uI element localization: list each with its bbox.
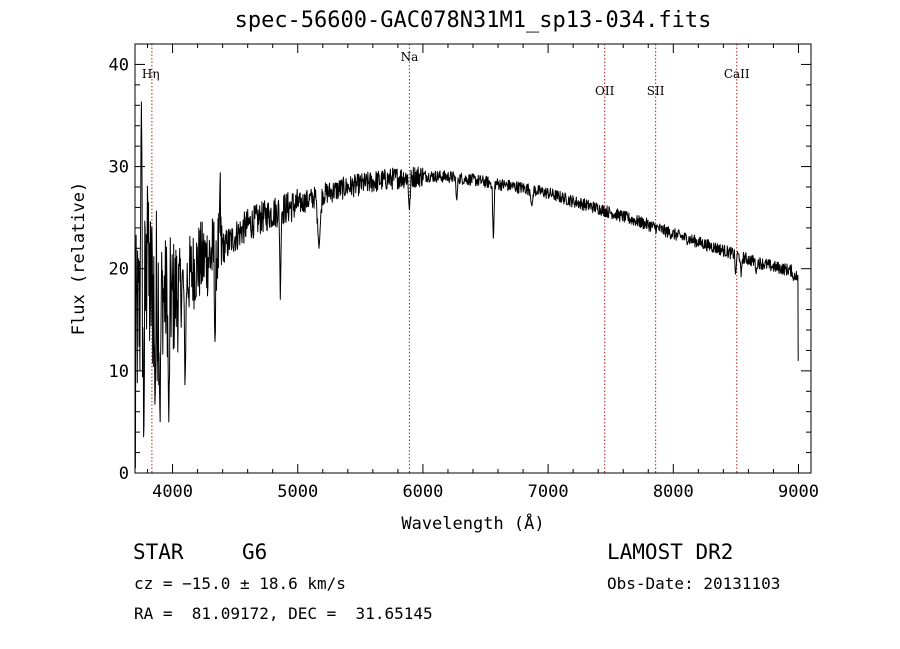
x-axis-label: Wavelength (Å) <box>401 512 544 534</box>
y-tick-label: 40 <box>109 55 129 75</box>
x-tick-label: 4000 <box>152 482 193 502</box>
x-tick-label: 8000 <box>653 482 694 502</box>
redshift-velocity: cz = −15.0 ± 18.6 km/s <box>134 574 346 593</box>
y-tick-label: 30 <box>109 158 129 178</box>
object-subclass: G6 <box>242 540 268 564</box>
observation-date: Obs-Date: 20131103 <box>607 574 781 593</box>
spectral-line-markers: Hη Na OII SII CaII <box>142 44 750 473</box>
plot-frame <box>134 43 812 474</box>
survey-name: LAMOST DR2 <box>607 540 734 564</box>
sky-coordinates: RA = 81.09172, DEC = 31.65145 <box>134 604 433 623</box>
chart-title: spec-56600-GAC078N31M1_sp13-034.fits <box>234 8 712 33</box>
x-tick-label: 9000 <box>778 482 819 502</box>
x-tick-label: 7000 <box>528 482 569 502</box>
spectral-line-label: Hη <box>142 67 160 81</box>
spectral-line-label: OII <box>595 84 615 98</box>
x-tick-label: 5000 <box>277 482 318 502</box>
spectrum-line <box>134 101 799 469</box>
y-tick-label: 10 <box>109 362 129 382</box>
axes: 4000 5000 6000 7000 8000 9000 0 10 20 30 40 <box>109 43 819 502</box>
y-tick-label: 0 <box>119 464 129 484</box>
spectral-line-label: CaII <box>724 67 750 81</box>
x-tick-label: 6000 <box>402 482 443 502</box>
y-axis-label: Flux (relative) <box>69 182 89 336</box>
object-class: STAR <box>133 540 184 564</box>
spectral-line-label: SII <box>647 84 665 98</box>
spectral-line-label: Na <box>401 50 419 64</box>
y-tick-label: 20 <box>109 260 129 280</box>
